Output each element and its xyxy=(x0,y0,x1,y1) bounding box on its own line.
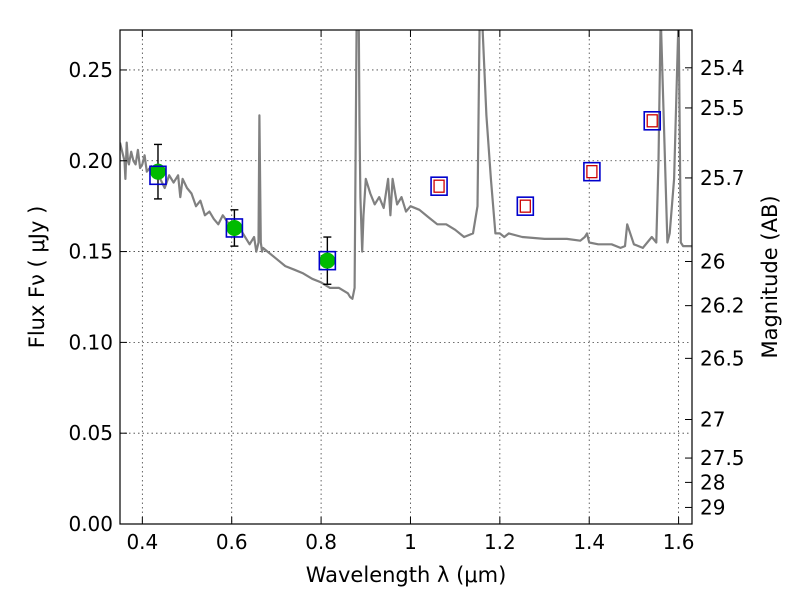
model-box xyxy=(583,161,601,182)
y-tick-label: 0.00 xyxy=(68,512,113,536)
y-tick-label: 0.20 xyxy=(68,149,113,173)
y2-tick-label: 25.5 xyxy=(700,96,745,120)
predicted-points-layer xyxy=(433,114,658,213)
grid xyxy=(120,30,692,525)
x-tick-label: 1.4 xyxy=(573,530,605,554)
tick-marks xyxy=(120,30,692,525)
y2-tick-label: 27.5 xyxy=(700,446,745,470)
x-tick-labels: 0.4 0.6 0.8 1 1.2 1.4 1.6 xyxy=(126,530,694,554)
y-tick-label: 0.25 xyxy=(68,58,113,82)
x-tick-label: 1.6 xyxy=(663,530,695,554)
model-box xyxy=(643,111,662,131)
predicted-point xyxy=(519,199,531,213)
observed-point xyxy=(149,163,166,180)
y2-tick-label: 25.7 xyxy=(700,166,745,190)
y-tick-label: 0.15 xyxy=(68,240,113,264)
observed-points-layer xyxy=(149,163,336,269)
y-tick-label: 0.05 xyxy=(68,421,113,445)
model-box xyxy=(318,250,337,271)
y2-tick-label: 29 xyxy=(700,495,725,519)
x-tick-label: 0.4 xyxy=(126,530,158,554)
model-spectrum-line xyxy=(120,30,692,300)
predicted-point xyxy=(433,179,445,193)
model-boxes-layer xyxy=(149,111,662,271)
predicted-point xyxy=(586,165,598,179)
y-axis-label: Flux Fν ( μJy ) xyxy=(25,206,49,349)
y2-tick-label: 25.4 xyxy=(700,56,745,80)
y2-tick-label: 28 xyxy=(700,470,725,494)
errorbar-layer xyxy=(153,143,332,285)
y2-axis-label: Magnitude (AB) xyxy=(758,195,782,358)
x-tick-label: 0.8 xyxy=(305,530,337,554)
y-tick-label: 0.10 xyxy=(68,330,113,354)
observed-point xyxy=(319,252,336,269)
observed-point xyxy=(226,219,243,236)
y2-tick-label: 27 xyxy=(700,407,725,431)
plot-frame xyxy=(119,29,693,525)
model-box xyxy=(149,165,167,186)
x-axis-label: Wavelength λ (μm) xyxy=(306,563,507,587)
x-tick-label: 0.6 xyxy=(216,530,248,554)
model-box xyxy=(430,176,448,196)
model-box xyxy=(516,196,535,216)
predicted-point xyxy=(646,114,658,128)
x-tick-label: 1 xyxy=(404,530,417,554)
y2-tick-label: 26 xyxy=(700,249,725,273)
y2-tick-label: 26.2 xyxy=(700,294,745,318)
y-tick-labels: 0.00 0.05 0.10 0.15 0.20 0.25 xyxy=(68,58,113,536)
model-box xyxy=(225,218,244,238)
x-tick-label: 1.2 xyxy=(484,530,516,554)
model-spectrum-layer xyxy=(120,30,692,300)
y2-tick-label: 26.5 xyxy=(700,346,745,370)
